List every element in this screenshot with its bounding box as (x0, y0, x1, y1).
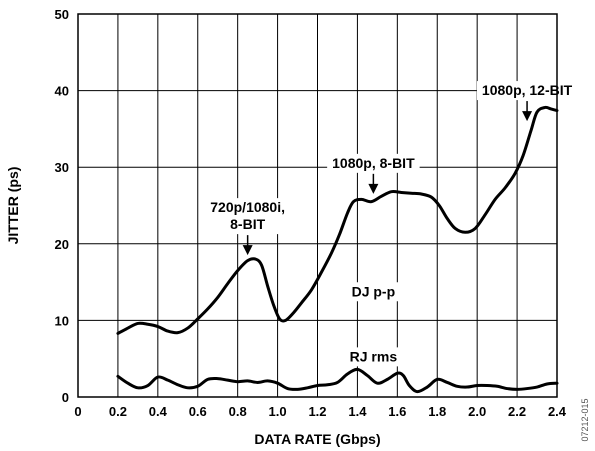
x-tick-label: 0.4 (149, 404, 168, 419)
annotation-text: 1080p, 12-BIT (482, 82, 573, 98)
annotation-rj-rms: RJ rms (344, 347, 403, 367)
annotation-720p-1080i-8-bit: 720p/1080i,8-BIT (205, 198, 291, 256)
annotation-text: RJ rms (350, 348, 398, 364)
annotation-1080p-12-bit: 1080p, 12-BIT (476, 81, 578, 122)
series-lines (116, 105, 559, 394)
x-tick-label: 1.4 (348, 404, 367, 419)
series-line-rj-rms (116, 367, 559, 394)
x-axis-title: DATA RATE (Gbps) (254, 431, 380, 447)
x-tick-label: 2.0 (468, 404, 486, 419)
annotation-background (205, 198, 291, 235)
x-tick-label: 0 (74, 404, 81, 419)
annotation-arrow-head (242, 245, 253, 256)
annotation-1080p-8-bit: 1080p, 8-BIT (327, 153, 420, 194)
annotation-arrow-head (368, 183, 379, 194)
series-line-dj-p-p (116, 105, 559, 335)
annotations: 720p/1080i,8-BIT 1080p, 8-BIT 1080p, 12-BI… (205, 81, 578, 367)
annotation-text: 720p/1080i, (210, 199, 285, 215)
y-tick-label: 40 (55, 84, 69, 99)
y-tick-label: 50 (55, 7, 69, 22)
figure-number: 07212-015 (580, 398, 590, 441)
grid-lines (77, 13, 558, 398)
x-tick-label: 2.2 (508, 404, 526, 419)
y-tick-label: 20 (55, 237, 69, 252)
annotation-text: 1080p, 8-BIT (332, 155, 415, 171)
x-tick-label: 1.0 (269, 404, 287, 419)
x-tick-label: 0.2 (109, 404, 127, 419)
x-tick-label: 2.4 (548, 404, 567, 419)
annotation-dj-p-p: DJ p-p (346, 282, 401, 302)
x-tick-label: 1.6 (388, 404, 406, 419)
annotation-text: DJ p-p (352, 283, 396, 299)
annotation-text: 8-BIT (230, 216, 265, 232)
annotation-background (327, 153, 420, 173)
annotation-background (476, 81, 578, 101)
y-tick-label: 10 (55, 313, 69, 328)
x-tick-label: 1.2 (308, 404, 326, 419)
annotation-background (344, 347, 403, 367)
x-tick-labels: 0 0.2 0.4 0.6 0.8 1.0 1.2 1.4 1.6 1.8 2.0 2.2 2.4 (74, 404, 566, 419)
x-tick-label: 0.6 (189, 404, 207, 419)
plot-frame (77, 13, 558, 398)
y-tick-label: 0 (62, 390, 69, 405)
y-tick-labels: 0 10 20 30 40 50 (55, 7, 69, 405)
annotation-background (346, 282, 401, 302)
y-tick-label: 30 (55, 160, 69, 175)
x-tick-label: 1.8 (428, 404, 446, 419)
x-tick-label: 0.8 (229, 404, 247, 419)
y-axis-title: JITTER (ps) (5, 167, 21, 245)
annotation-arrow-head (522, 111, 533, 122)
